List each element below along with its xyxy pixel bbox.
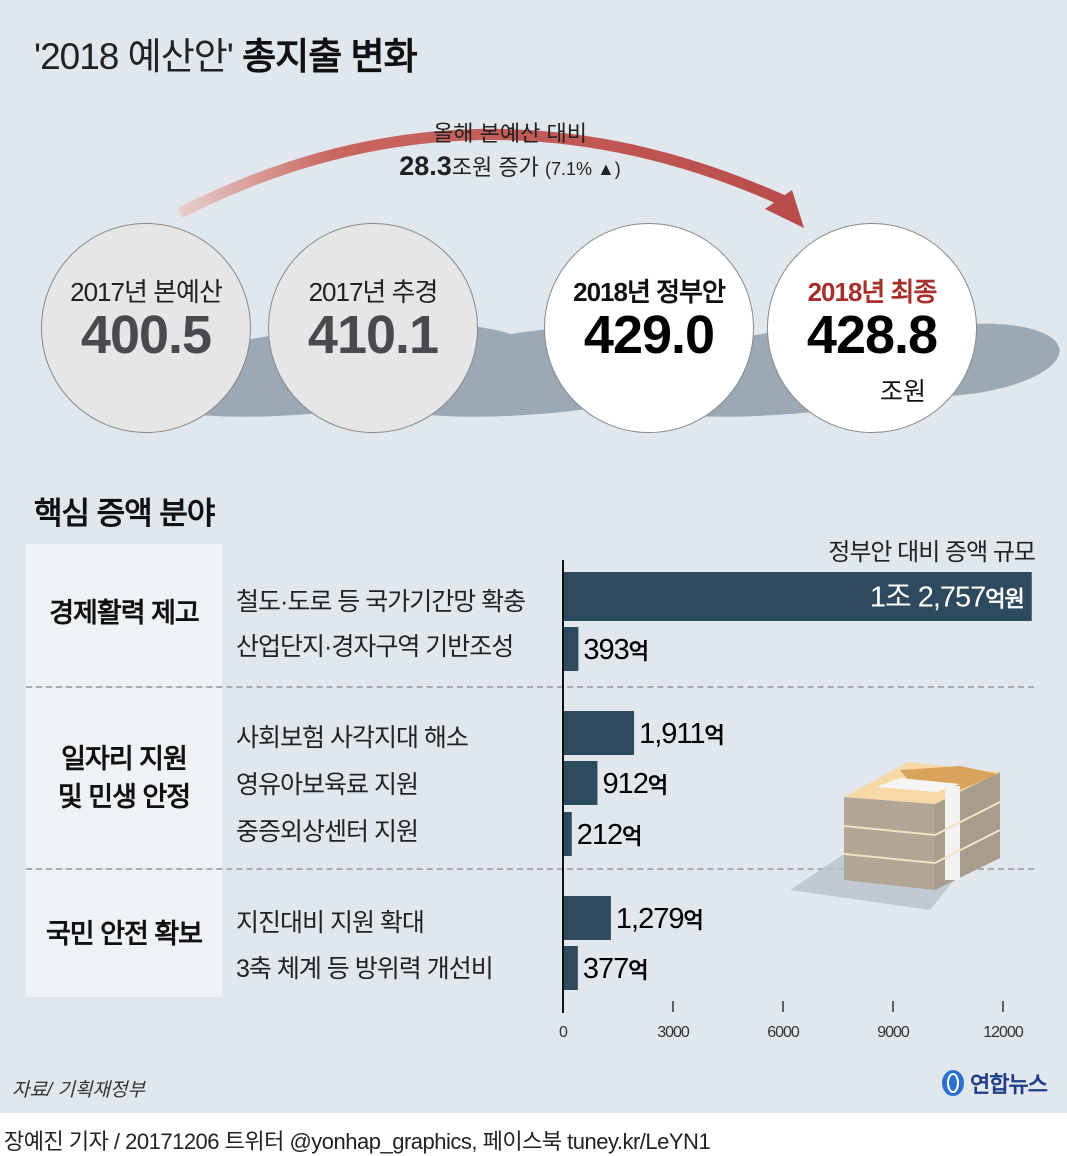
- arrow-head-icon: [765, 190, 804, 228]
- page-title: '2018 예산안' 총지출 변화: [34, 26, 418, 80]
- source-note: 자료/ 기획재정부: [12, 1080, 145, 1101]
- circle-value: 400.5: [80, 305, 212, 365]
- x-tick-label: 0: [559, 1024, 568, 1040]
- bar: [564, 572, 1032, 621]
- title-part-1: '2018 예산안': [34, 36, 234, 77]
- bar-value-number: 1조 2,757: [870, 582, 985, 614]
- bar-value-unit: 억: [683, 908, 702, 933]
- bar-data-label: 377억: [583, 953, 648, 985]
- bar: [564, 812, 572, 856]
- bar-value-unit: 억: [648, 773, 667, 798]
- bar: [564, 946, 578, 990]
- bar-value-unit: 억: [628, 958, 647, 983]
- item-label: 지진대비 지원 확대: [236, 909, 425, 937]
- bar-value-number: 1,279: [616, 903, 684, 935]
- caption-line-2: 28.3조원 증가 (7.1% ▲): [360, 150, 660, 185]
- bar-value-unit: 억: [704, 723, 723, 748]
- category-label: 일자리 지원: [61, 744, 188, 774]
- x-tick-label: 6000: [767, 1024, 800, 1040]
- circle-2018-final: 2018년 최종 428.8 조원: [767, 223, 977, 433]
- category-label: 경제활력 제고: [49, 598, 200, 628]
- row-divider: [26, 686, 1034, 688]
- circle-value: 428.8: [806, 305, 938, 365]
- circle-2018-government-plan: 2018년 정부안 429.0: [544, 223, 754, 433]
- title-part-2: 총지출 변화: [242, 36, 417, 77]
- bar: [564, 761, 598, 805]
- bar-value-number: 393: [583, 634, 628, 666]
- item-label: 철도·도로 등 국가기간망 확충: [236, 588, 526, 616]
- category-label: 국민 안전 확보: [45, 919, 203, 949]
- x-tick-label: 12000: [983, 1024, 1024, 1040]
- money-stack-icon: [790, 762, 1001, 910]
- category-label: 및 민생 안정: [57, 782, 191, 812]
- item-label: 사회보험 사각지대 해소: [236, 724, 469, 752]
- bar-data-label: 1조 2,757억원: [870, 582, 1024, 614]
- circle-2017-supplementary: 2017년 추경 410.1: [268, 223, 478, 433]
- yonhap-logo: 연합뉴스: [940, 1066, 1048, 1100]
- circle-unit: 조원: [880, 378, 927, 406]
- circle-2017-main-budget: 2017년 본예산 400.5: [41, 223, 251, 433]
- bar-value-number: 377: [583, 953, 628, 985]
- chart-title: 정부안 대비 증액 규모: [828, 539, 1036, 566]
- category-block: 경제활력 제고: [26, 544, 222, 686]
- item-label: 중증외상센터 지원: [236, 818, 419, 846]
- bar-data-label: 393억: [583, 634, 648, 666]
- bar: [564, 711, 635, 755]
- bar-data-label: 912억: [602, 768, 667, 800]
- circle-label: 2018년 최종: [807, 277, 938, 307]
- row-divider: [26, 868, 1034, 870]
- category-block: 국민 안전 확보: [26, 870, 222, 997]
- increase-caption: 올해 본예산 대비 28.3조원 증가 (7.1% ▲): [360, 118, 660, 185]
- bar-data-label: 1,279억: [616, 903, 703, 935]
- bar-value-number: 1,911: [639, 718, 704, 750]
- item-label: 영유아보육료 지원: [236, 771, 419, 799]
- item-label: 산업단지·경자구역 기반조성: [236, 633, 514, 661]
- category-block: 일자리 지원 및 민생 안정: [26, 688, 222, 868]
- bar-data-label: 1,911억: [639, 718, 724, 750]
- circle-label: 2017년 추경: [308, 277, 439, 307]
- yonhap-globe-icon: [942, 1070, 964, 1096]
- increase-percent: (7.1% ▲): [544, 159, 621, 179]
- footer-credit: 장예진 기자 / 20171206 트위터 @yonhap_graphics, …: [4, 1129, 711, 1154]
- bar-value-unit: 억: [622, 824, 641, 849]
- circle-value: 410.1: [307, 305, 439, 365]
- item-label: 3축 체계 등 방위력 개선비: [236, 955, 494, 983]
- circle-label: 2018년 정부안: [573, 277, 726, 307]
- bar-value-unit: 억: [629, 639, 648, 664]
- increase-unit: 조원 증가: [451, 155, 539, 180]
- bar-value-number: 212: [577, 819, 622, 851]
- circle-label: 2017년 본예산: [70, 277, 223, 307]
- increase-arrow: [177, 129, 796, 218]
- caption-line-1: 올해 본예산 대비: [433, 121, 587, 146]
- circle-value: 429.0: [583, 305, 715, 365]
- bar: [564, 896, 611, 940]
- bar-value-unit: 억원: [985, 587, 1023, 612]
- x-tick-label: 9000: [877, 1024, 910, 1040]
- increase-amount: 28.3: [399, 151, 452, 181]
- logo-text: 연합뉴스: [970, 1072, 1048, 1097]
- x-tick-label: 3000: [657, 1024, 690, 1040]
- section-title: 핵심 증액 분야: [34, 496, 215, 531]
- bar-value-number: 912: [602, 768, 647, 800]
- bar-data-label: 212억: [577, 819, 642, 851]
- bar: [564, 627, 579, 671]
